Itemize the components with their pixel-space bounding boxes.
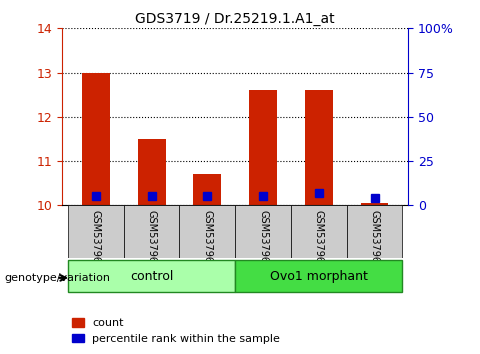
FancyBboxPatch shape	[235, 205, 291, 258]
Text: GSM537966: GSM537966	[314, 210, 324, 269]
Title: GDS3719 / Dr.25219.1.A1_at: GDS3719 / Dr.25219.1.A1_at	[135, 12, 335, 26]
FancyBboxPatch shape	[180, 205, 235, 258]
Text: control: control	[130, 270, 173, 282]
FancyBboxPatch shape	[347, 205, 402, 258]
Text: GSM537967: GSM537967	[370, 210, 380, 269]
FancyBboxPatch shape	[124, 205, 180, 258]
Legend: count, percentile rank within the sample: count, percentile rank within the sample	[68, 314, 285, 348]
FancyBboxPatch shape	[68, 205, 124, 258]
Text: GSM537965: GSM537965	[258, 210, 268, 269]
FancyBboxPatch shape	[235, 260, 402, 292]
FancyBboxPatch shape	[68, 260, 235, 292]
Bar	[138, 139, 166, 205]
Bar	[249, 90, 277, 205]
Bar	[305, 90, 333, 205]
Text: Ovo1 morphant: Ovo1 morphant	[270, 270, 368, 282]
FancyBboxPatch shape	[291, 205, 347, 258]
Text: GSM537964: GSM537964	[203, 210, 212, 269]
Text: genotype/variation: genotype/variation	[5, 273, 111, 283]
Bar	[193, 175, 221, 205]
Bar	[82, 73, 110, 205]
Text: GSM537962: GSM537962	[91, 210, 101, 269]
Text: GSM537963: GSM537963	[146, 210, 156, 269]
Bar	[360, 203, 388, 205]
